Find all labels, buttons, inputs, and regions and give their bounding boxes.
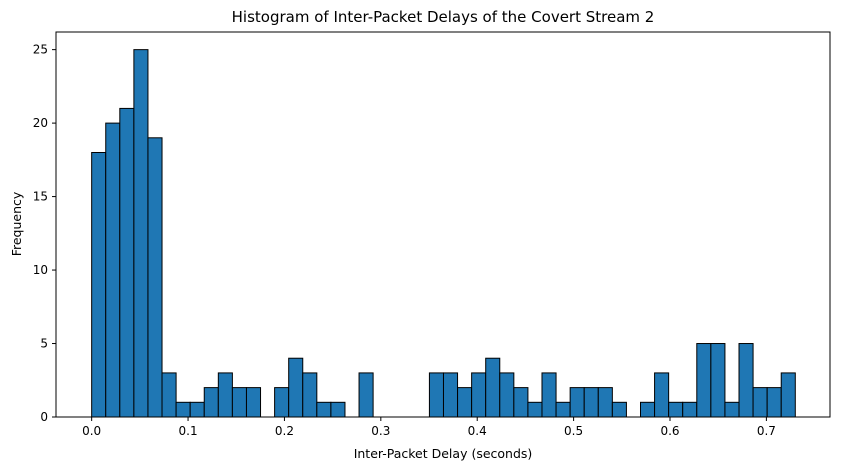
histogram-bar xyxy=(513,387,529,418)
histogram-bar xyxy=(499,372,515,418)
histogram-bar xyxy=(189,401,205,418)
histogram-bar xyxy=(541,372,557,418)
x-tick-label: 0.5 xyxy=(564,424,583,438)
histogram-bar xyxy=(640,401,656,418)
y-tick-label: 15 xyxy=(33,190,48,204)
plot-frame xyxy=(55,31,831,418)
histogram-bar xyxy=(316,401,332,418)
histogram-bar xyxy=(738,343,754,418)
histogram-bar xyxy=(569,387,585,418)
x-tick-label: 0.6 xyxy=(660,424,679,438)
histogram-bar xyxy=(597,387,613,418)
histogram-bar xyxy=(288,357,304,418)
x-tick-label: 0.4 xyxy=(468,424,487,438)
x-tick-label: 0.3 xyxy=(371,424,390,438)
histogram-bar xyxy=(119,107,135,418)
histogram-bar xyxy=(527,401,543,418)
histogram-bar xyxy=(274,387,290,418)
histogram-bar xyxy=(161,372,177,418)
y-tick-label: 0 xyxy=(40,410,48,424)
histogram-bar xyxy=(91,151,107,418)
histogram-bar xyxy=(428,372,444,418)
histogram-bar xyxy=(668,401,684,418)
y-tick-label: 10 xyxy=(33,263,48,277)
histogram-bar xyxy=(766,387,782,418)
y-tick-label: 25 xyxy=(33,43,48,57)
histogram-bar xyxy=(302,372,318,418)
histogram-bar xyxy=(752,387,768,418)
histogram-bar xyxy=(217,372,233,418)
histogram-bar xyxy=(611,401,627,418)
histogram-bar xyxy=(471,372,487,418)
x-tick-label: 0.0 xyxy=(82,424,101,438)
histogram-bar xyxy=(682,401,698,418)
y-axis-label: Frequency xyxy=(9,191,24,256)
bars-group xyxy=(91,49,796,418)
histogram-bar xyxy=(203,387,219,418)
x-axis-label: Inter-Packet Delay (seconds) xyxy=(354,446,533,461)
x-axis-ticks: 0.0 0.1 0.2 0.3 0.4 0.5 0.6 0.7 xyxy=(82,417,776,438)
histogram-bar xyxy=(105,122,121,418)
histogram-bar xyxy=(710,343,726,418)
histogram-bar xyxy=(231,387,247,418)
histogram-bar xyxy=(485,357,501,418)
histogram-bar xyxy=(330,401,346,418)
x-tick-label: 0.2 xyxy=(275,424,294,438)
x-tick-label: 0.1 xyxy=(179,424,198,438)
y-axis-ticks: 0 5 10 15 20 25 xyxy=(33,43,56,424)
histogram-bar xyxy=(696,343,712,418)
y-tick-label: 20 xyxy=(33,116,48,130)
x-tick-label: 0.7 xyxy=(757,424,776,438)
histogram-bar xyxy=(555,401,571,418)
histogram-bar xyxy=(175,401,191,418)
histogram-bar xyxy=(245,387,262,418)
histogram-bar xyxy=(442,372,459,418)
y-tick-label: 5 xyxy=(40,337,48,351)
histogram-bar xyxy=(583,387,599,418)
chart-title: Histogram of Inter-Packet Delays of the … xyxy=(232,8,655,26)
histogram-bar xyxy=(780,372,796,418)
histogram-bar xyxy=(457,387,473,418)
histogram-bar xyxy=(147,137,163,418)
histogram-bar xyxy=(724,401,740,418)
histogram-bar xyxy=(133,49,149,418)
histogram-bar xyxy=(654,372,670,418)
histogram-bar xyxy=(358,372,374,418)
